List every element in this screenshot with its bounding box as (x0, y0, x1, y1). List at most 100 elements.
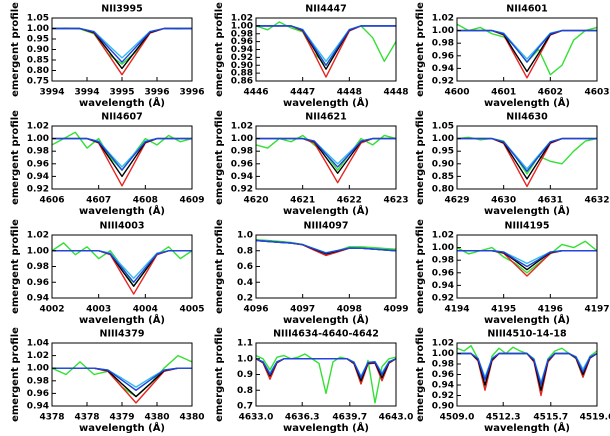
x-tick-label: 4447 (290, 88, 315, 98)
x-tick-label: 4639.7 (332, 413, 367, 423)
profile-line (256, 25, 396, 66)
y-tick-label: 1.05 (432, 122, 454, 132)
y-tick-label: 0.94 (432, 281, 454, 291)
profile-line (456, 136, 598, 175)
profile-line (457, 137, 597, 170)
x-tick-label: 4621 (290, 196, 315, 206)
y-tick-label: 0.96 (432, 51, 454, 61)
y-tick-label: 0.92 (27, 185, 49, 195)
x-tick-label: 4606 (39, 196, 64, 206)
y-tick-label: 0.96 (27, 278, 49, 288)
x-tick-label: 4609 (179, 196, 204, 206)
x-tick-label: 4632 (584, 196, 609, 206)
x-tick-label: 4515.7 (533, 413, 568, 423)
y-tick-label: 0.96 (231, 37, 253, 47)
y-tick-label: 1.00 (432, 134, 454, 144)
y-axis-label: emergent profile (214, 2, 225, 97)
y-tick-label: 0.2 (237, 294, 253, 304)
x-axis-label: wavelength (Å) (484, 421, 570, 434)
x-tick-label: 4096 (243, 305, 268, 315)
y-axis-label: emergent profile (10, 327, 21, 422)
profile-line (255, 353, 397, 404)
y-tick-label: 0.98 (231, 29, 253, 39)
y-tick-label: 0.96 (432, 370, 454, 380)
x-tick-label: 4197 (584, 305, 609, 315)
y-tick-label: 0.85 (432, 172, 454, 182)
profile-line (52, 250, 192, 283)
y-tick-label: 0.80 (27, 66, 49, 76)
y-tick-label: 0.94 (231, 45, 253, 55)
x-tick-label: 3994 (39, 88, 64, 98)
panel: NII4607 4606 4607 4608 4609 0.92 0.94 0.96 0.98 1… (10, 110, 205, 217)
plot-frame (255, 342, 397, 407)
y-axis-label: emergent profile (214, 219, 225, 314)
x-tick-label: 4004 (133, 305, 158, 315)
y-axis-label: emergent profile (415, 327, 426, 422)
x-tick-label: 4629 (444, 196, 469, 206)
panel-title: NIII4634-4640-4642 (273, 329, 379, 340)
plot-frame (51, 17, 193, 82)
x-axis-label: wavelength (Å) (283, 96, 369, 109)
profile-line (256, 137, 396, 184)
profile-line (457, 250, 597, 265)
panel-title: NIII4510-14-18 (487, 329, 567, 340)
profile-line (52, 27, 192, 59)
y-tick-label: 1.00 (432, 26, 454, 36)
y-tick-label: 0.92 (432, 77, 454, 87)
y-tick-label: 0.92 (231, 53, 253, 63)
y-tick-label: 0.6 (237, 262, 253, 272)
y-tick-label: 1.02 (432, 231, 454, 241)
y-tick-label: 0.90 (27, 45, 49, 55)
y-tick-label: 0.94 (27, 294, 49, 304)
x-axis-label: wavelength (Å) (484, 96, 570, 109)
y-tick-label: 1.02 (27, 231, 49, 241)
x-axis-label: wavelength (Å) (283, 313, 369, 326)
x-tick-label: 4603 (584, 88, 609, 98)
x-tick-label: 4380 (179, 413, 204, 423)
x-tick-label: 4608 (133, 196, 158, 206)
panel: NIII4003 4002 4003 4004 4005 0.94 0.96 0.98 1.00… (10, 219, 205, 326)
y-tick-label: 0.98 (432, 360, 454, 370)
y-tick-label: 1.05 (27, 14, 49, 24)
y-tick-label: 1.02 (432, 14, 454, 24)
x-tick-label: 4448 (337, 88, 362, 98)
y-tick-label: 1.00 (27, 364, 49, 374)
x-tick-label: 4601 (491, 88, 516, 98)
y-tick-label: 1.04 (27, 339, 49, 349)
y-tick-label: 1.02 (27, 351, 49, 361)
panel: NIII4195 4194 4195 4196 4197 0.92 0.94 0.96 0.98… (415, 219, 610, 326)
profile-line (52, 137, 192, 171)
y-axis-label: emergent profile (214, 110, 225, 205)
panel-title: NIII4195 (505, 221, 550, 232)
y-tick-label: 1.0 (237, 231, 253, 241)
y-tick-label: 0.98 (27, 147, 49, 157)
y-tick-label: 1.00 (432, 349, 454, 359)
profile-line (255, 358, 397, 379)
y-tick-label: 1.00 (27, 24, 49, 34)
x-tick-label: 3995 (109, 88, 134, 98)
x-tick-label: 4602 (538, 88, 563, 98)
profile-line (256, 25, 396, 70)
y-axis-label: emergent profile (415, 2, 426, 97)
y-tick-label: 0.9 (237, 370, 253, 380)
x-axis-label: wavelength (Å) (79, 96, 165, 109)
panel-title: NII4630 (506, 112, 548, 123)
profile-line (52, 367, 192, 391)
y-tick-label: 0.4 (237, 278, 253, 288)
y-tick-label: 1.02 (27, 122, 49, 132)
y-tick-label: 0.90 (231, 61, 253, 71)
x-tick-label: 4378 (39, 413, 64, 423)
y-tick-label: 0.90 (432, 159, 454, 169)
y-tick-label: 0.95 (432, 147, 454, 157)
x-tick-label: 4380 (144, 413, 169, 423)
y-tick-label: 0.96 (27, 159, 49, 169)
y-tick-label: 0.7 (237, 402, 253, 412)
profile-line (457, 250, 597, 268)
x-tick-label: 4005 (179, 305, 204, 315)
profile-line (456, 240, 598, 274)
y-axis-label: emergent profile (415, 110, 426, 205)
profile-line (457, 29, 597, 73)
y-tick-label: 0.96 (432, 268, 454, 278)
x-tick-label: 4512.3 (486, 413, 521, 423)
